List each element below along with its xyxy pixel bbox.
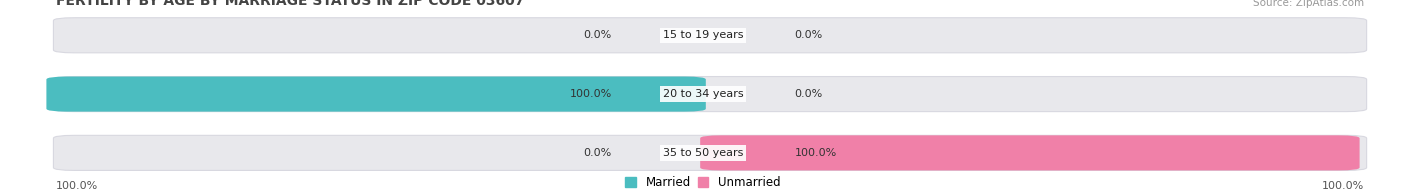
Text: 100.0%: 100.0% <box>794 148 837 158</box>
FancyBboxPatch shape <box>46 77 706 112</box>
Text: 100.0%: 100.0% <box>1322 181 1364 191</box>
Text: 20 to 34 years: 20 to 34 years <box>662 89 744 99</box>
Text: 15 to 19 years: 15 to 19 years <box>662 30 744 40</box>
FancyBboxPatch shape <box>53 77 1367 112</box>
FancyBboxPatch shape <box>53 18 1367 53</box>
Text: 100.0%: 100.0% <box>569 89 612 99</box>
Text: 100.0%: 100.0% <box>56 181 98 191</box>
Text: FERTILITY BY AGE BY MARRIAGE STATUS IN ZIP CODE 03607: FERTILITY BY AGE BY MARRIAGE STATUS IN Z… <box>56 0 524 8</box>
Text: Source: ZipAtlas.com: Source: ZipAtlas.com <box>1253 0 1364 8</box>
Text: 0.0%: 0.0% <box>583 148 612 158</box>
Text: 35 to 50 years: 35 to 50 years <box>662 148 744 158</box>
Text: 0.0%: 0.0% <box>794 89 823 99</box>
FancyBboxPatch shape <box>53 135 1367 171</box>
FancyBboxPatch shape <box>700 135 1360 171</box>
Legend: Married, Unmarried: Married, Unmarried <box>620 172 786 194</box>
Text: 0.0%: 0.0% <box>794 30 823 40</box>
Text: 0.0%: 0.0% <box>583 30 612 40</box>
